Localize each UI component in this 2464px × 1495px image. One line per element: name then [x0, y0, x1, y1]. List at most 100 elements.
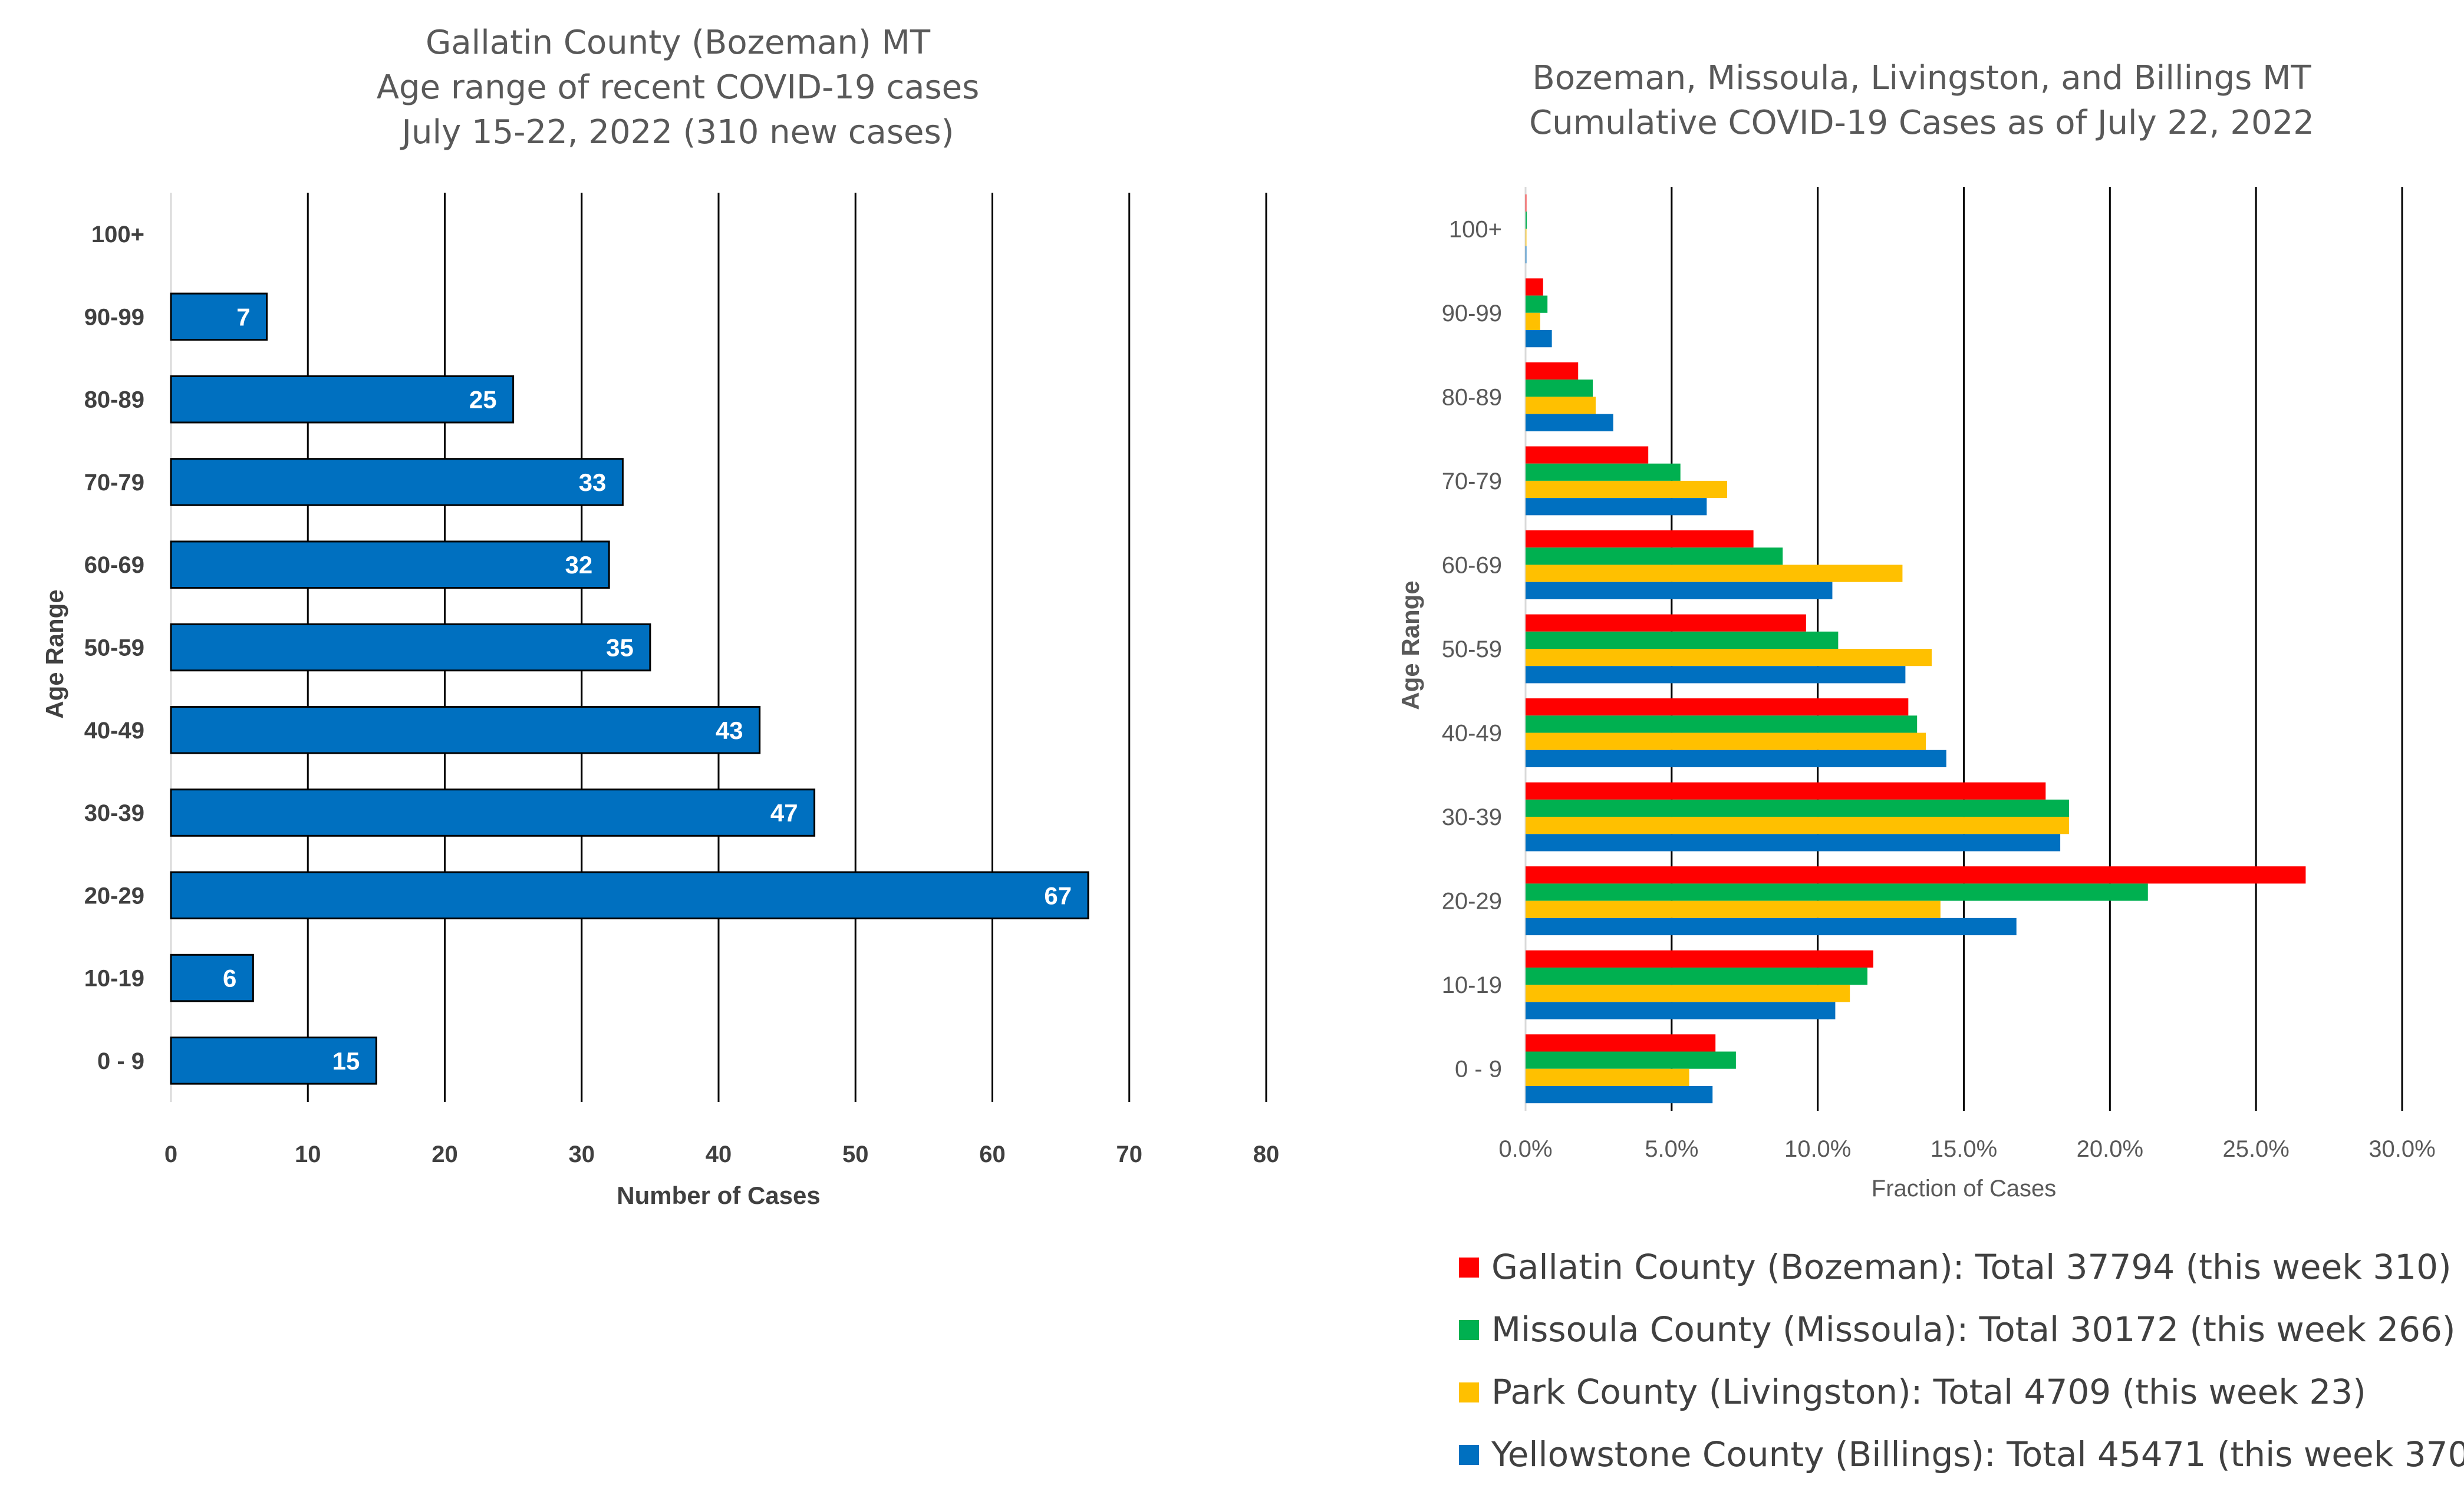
right-x-tick-5-0: 5.0%	[1645, 1136, 1698, 1162]
right-y-tick-100: 100+	[1449, 216, 1502, 242]
right-y-tick-0-9: 0 - 9	[1455, 1057, 1502, 1083]
legend-label-yellowstone: Yellowstone County (Billings): Total 454…	[1491, 1434, 2464, 1474]
right-bar-90-99-series-2	[1526, 312, 1540, 331]
left-bar-label-20-29: 67	[1044, 882, 1072, 909]
right-bar-60-69-series-3	[1526, 582, 1833, 599]
right-y-tick-60-69: 60-69	[1442, 552, 1502, 578]
right-y-axis-title: Age Range	[1396, 580, 1424, 709]
left-x-tick-0: 0	[164, 1141, 177, 1167]
right-x-tick-10-0: 10.0%	[1784, 1136, 1851, 1162]
left-x-tick-30: 30	[569, 1141, 595, 1167]
left-x-tick-50: 50	[842, 1141, 869, 1167]
right-bar-70-79-series-3	[1526, 498, 1707, 516]
left-bar-70-79	[170, 458, 624, 506]
right-bar-80-89-series-1	[1526, 379, 1593, 397]
left-bar-label-0-9: 15	[332, 1047, 360, 1075]
left-bar-0-9	[170, 1037, 377, 1085]
left-y-tick-80-89: 80-89	[84, 387, 144, 413]
left-x-tick-20: 20	[431, 1141, 458, 1167]
right-bar-10-19-series-0	[1526, 950, 1873, 968]
right-bar-100-series-1	[1526, 212, 1527, 229]
left-y-tick-30-39: 30-39	[84, 800, 144, 826]
left-bar-label-80-89: 25	[469, 386, 497, 414]
right-bar-20-29-series-3	[1526, 918, 2017, 936]
right-y-tick-30-39: 30-39	[1442, 804, 1502, 830]
left-x-tick-80: 80	[1253, 1141, 1280, 1167]
right-x-tick-0-0: 0.0%	[1498, 1136, 1552, 1162]
left-bar-80-89	[170, 375, 515, 424]
left-y-tick-40-49: 40-49	[84, 718, 144, 744]
left-title-line-1: Gallatin County (Bozeman) MT	[425, 24, 931, 62]
right-bar-70-79-series-1	[1526, 463, 1681, 481]
right-bar-0-9-series-3	[1526, 1085, 1713, 1104]
left-y-tick-20-29: 20-29	[84, 883, 144, 909]
left-y-axis-title: Age Range	[41, 589, 68, 718]
right-y-tick-40-49: 40-49	[1442, 721, 1502, 747]
right-x-tick-30-0: 30.0%	[2369, 1136, 2435, 1162]
right-bar-80-89-series-2	[1526, 397, 1596, 414]
left-title-line-3: July 15-22, 2022 (310 new cases)	[401, 113, 954, 151]
left-y-tick-10-19: 10-19	[84, 966, 144, 992]
right-bar-90-99-series-0	[1526, 278, 1543, 296]
left-bar-40-49	[170, 705, 761, 754]
legend-swatch-gallatin	[1459, 1258, 1479, 1278]
right-bar-30-39-series-2	[1526, 817, 2069, 834]
left-chart-title: Gallatin County (Bozeman) MT Age range o…	[330, 21, 1026, 155]
right-bar-30-39-series-3	[1526, 834, 2061, 852]
legend-label-gallatin: Gallatin County (Bozeman): Total 37794 (…	[1491, 1247, 2452, 1287]
right-title-line-2: Cumulative COVID-19 Cases as of July 22,…	[1529, 104, 2314, 142]
left-bar-label-30-39: 47	[770, 799, 798, 827]
right-title-line-1: Bozeman, Missoula, Livingston, and Billi…	[1532, 59, 2311, 97]
left-title-line-2: Age range of recent COVID-19 cases	[376, 68, 980, 107]
right-bar-50-59-series-1	[1526, 631, 1839, 649]
right-bar-30-39-series-0	[1526, 782, 2046, 800]
left-bar-label-70-79: 33	[579, 468, 607, 496]
right-bar-20-29-series-0	[1526, 866, 2306, 884]
left-y-tick-60-69: 60-69	[84, 552, 144, 578]
right-bar-0-9-series-1	[1526, 1051, 1736, 1069]
right-y-tick-80-89: 80-89	[1442, 384, 1502, 410]
left-bar-50-59	[170, 623, 651, 672]
left-y-tick-70-79: 70-79	[84, 470, 144, 496]
left-y-tick-100: 100+	[91, 222, 144, 247]
right-bar-60-69-series-0	[1526, 530, 1754, 548]
legend-label-missoula: Missoula County (Missoula): Total 30172 …	[1491, 1309, 2456, 1349]
left-bar-20-29	[170, 871, 1089, 920]
legend-swatch-missoula	[1459, 1320, 1479, 1340]
left-bar-90-99	[170, 292, 268, 341]
right-x-tick-25-0: 25.0%	[2222, 1136, 2289, 1162]
right-bar-70-79-series-2	[1526, 480, 1728, 499]
right-y-tick-10-19: 10-19	[1442, 972, 1502, 998]
right-bar-80-89-series-0	[1526, 362, 1579, 380]
right-bar-20-29-series-1	[1526, 883, 2148, 901]
left-bar-label-50-59: 35	[606, 634, 634, 662]
right-bar-70-79-series-0	[1526, 446, 1649, 464]
right-bar-60-69-series-1	[1526, 547, 1783, 565]
legend-label-park: Park County (Livingston): Total 4709 (th…	[1491, 1372, 2366, 1412]
right-bar-30-39-series-1	[1526, 799, 2069, 817]
right-bar-50-59-series-2	[1526, 649, 1932, 666]
right-x-tick-20-0: 20.0%	[2077, 1136, 2143, 1162]
right-bar-40-49-series-0	[1526, 698, 1909, 716]
right-bar-10-19-series-2	[1526, 985, 1850, 1002]
left-bar-label-60-69: 32	[565, 551, 592, 579]
left-x-tick-60: 60	[979, 1141, 1006, 1167]
right-bar-60-69-series-2	[1526, 565, 1903, 582]
right-x-tick-15-0: 15.0%	[1931, 1136, 1997, 1162]
right-bar-90-99-series-1	[1526, 295, 1548, 313]
right-bar-40-49-series-3	[1526, 750, 1946, 767]
left-bar-10-19	[170, 953, 254, 1002]
right-bar-90-99-series-3	[1526, 330, 1552, 348]
left-bar-label-10-19: 6	[223, 965, 236, 992]
right-y-tick-20-29: 20-29	[1442, 889, 1502, 915]
right-bar-40-49-series-2	[1526, 732, 1926, 750]
right-x-axis-title: Fraction of Cases	[1872, 1176, 2056, 1202]
left-x-tick-10: 10	[295, 1141, 321, 1167]
left-x-axis-title: Number of Cases	[617, 1182, 820, 1209]
left-y-tick-90-99: 90-99	[84, 304, 144, 330]
right-bar-40-49-series-1	[1526, 715, 1918, 733]
legend-swatch-yellowstone	[1459, 1445, 1479, 1465]
right-bar-50-59-series-0	[1526, 614, 1806, 632]
